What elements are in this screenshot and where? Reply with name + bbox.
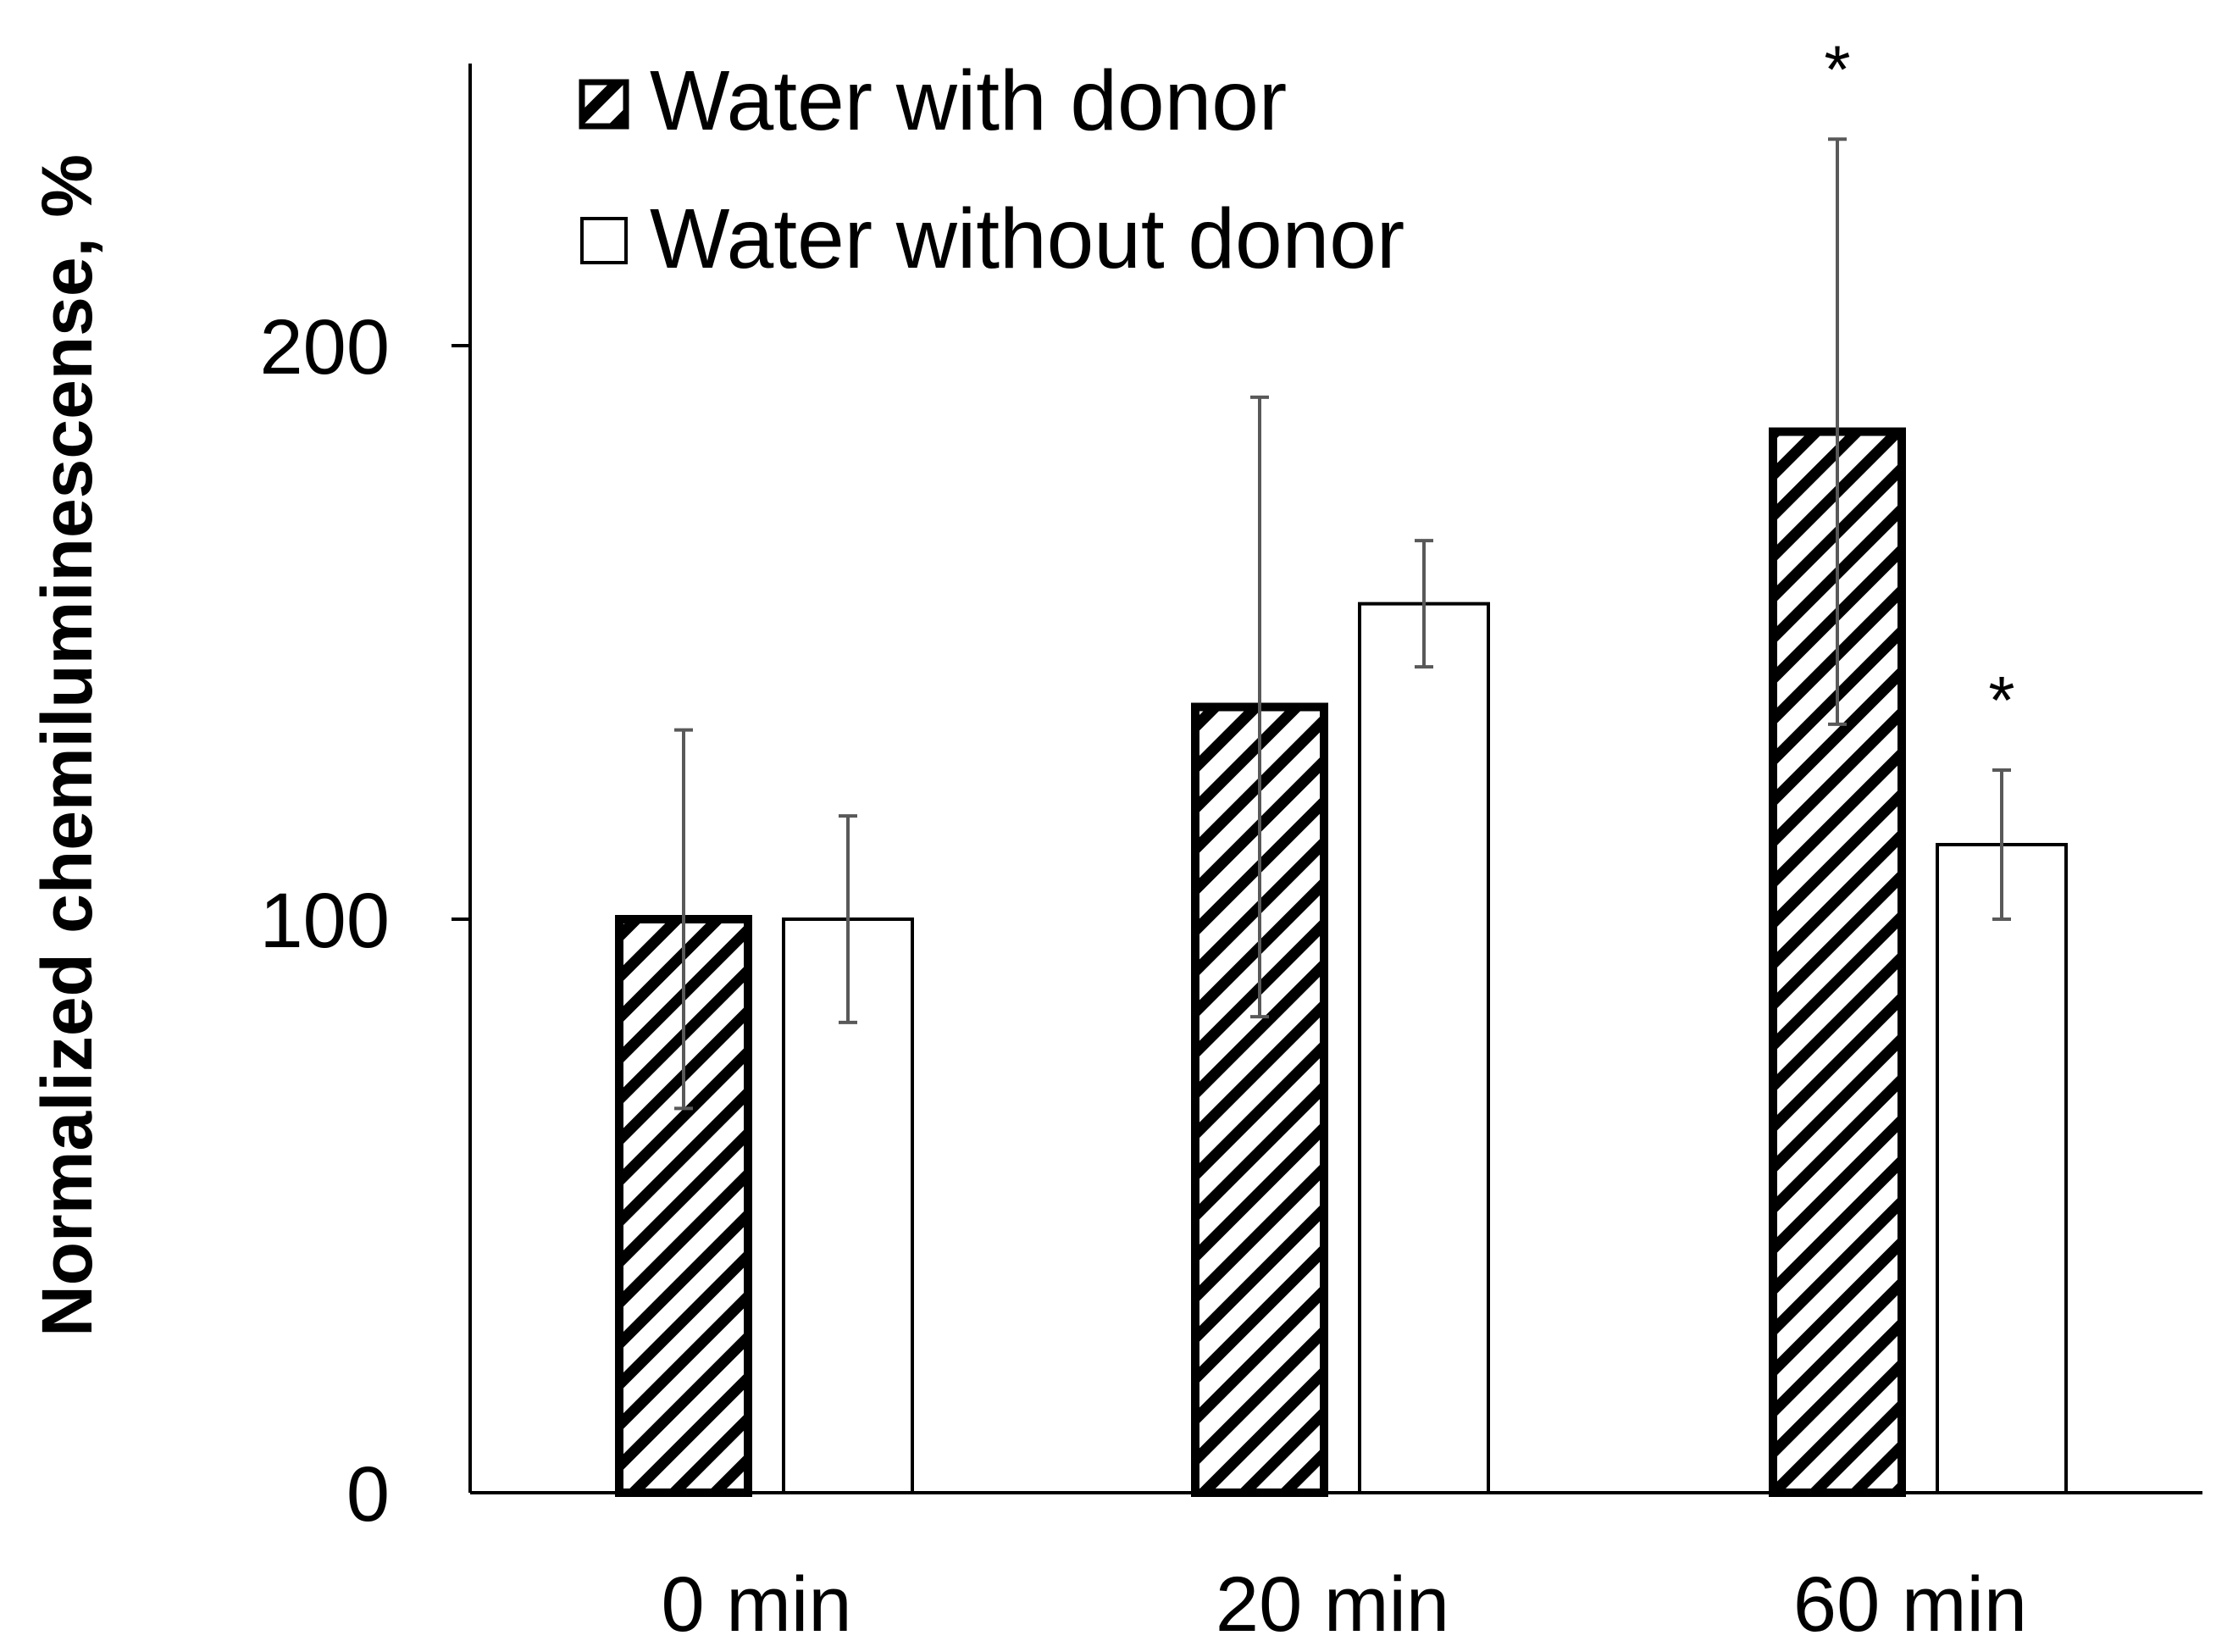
- legend-label-without-donor: Water without donor: [650, 191, 1404, 286]
- x-tick-label-2: 60 min: [1793, 1561, 2027, 1648]
- y-tick-label-0: 0: [346, 1451, 390, 1538]
- legend: Water with donor Water without donor: [579, 53, 1404, 286]
- x-tick-label-1: 20 min: [1216, 1561, 1449, 1648]
- significance-mark-with-donor-2: *: [1824, 31, 1850, 107]
- bar-without-donor-1: [1358, 601, 1490, 1494]
- y-tick-label-200: 200: [260, 304, 391, 391]
- legend-swatch-open: [580, 217, 628, 264]
- legend-label-with-donor: Water with donor: [650, 53, 1287, 148]
- y-tick-label-100: 100: [260, 878, 391, 964]
- x-tick-label-0: 0 min: [662, 1561, 852, 1648]
- y-axis-label: Normalized chemiluminescense, %: [27, 154, 107, 1337]
- significance-mark-without-donor-2: *: [1988, 662, 2014, 738]
- legend-swatch-hatched: [579, 79, 629, 130]
- bar-without-donor-2: [1936, 842, 2068, 1494]
